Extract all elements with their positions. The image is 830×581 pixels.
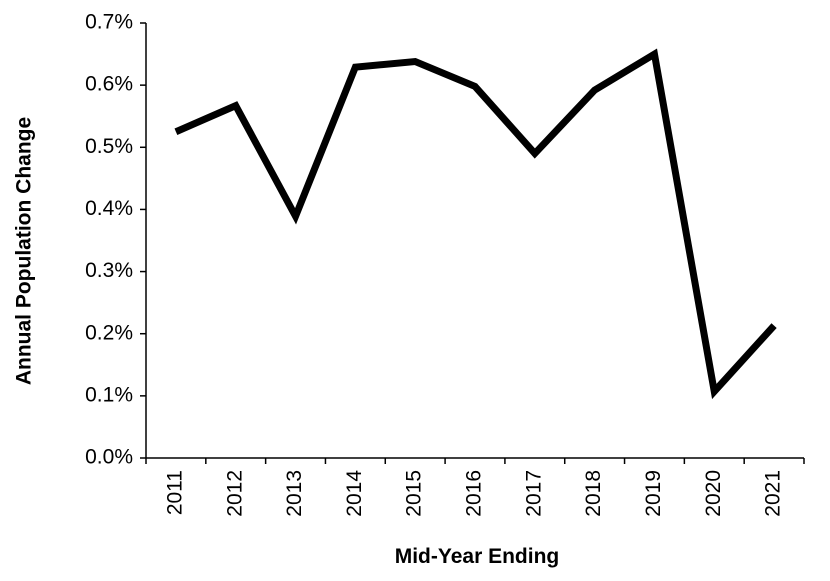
y-tick-label: 0.7%	[85, 11, 133, 34]
y-tick-label: 0.1%	[85, 383, 133, 406]
x-tick-label: 2018	[582, 470, 605, 517]
x-tick-label: 2019	[642, 470, 665, 517]
y-tick-label: 0.2%	[85, 321, 133, 344]
x-tick-label: 2011	[163, 470, 186, 515]
x-tick-label: 2020	[702, 470, 725, 517]
x-tick-label: 2013	[283, 470, 306, 517]
y-tick-label: 0.3%	[85, 259, 133, 282]
x-tick-label: 2015	[403, 470, 426, 517]
y-tick-label: 0.0%	[85, 446, 133, 469]
y-tick-label: 0.4%	[85, 197, 133, 220]
series-line	[174, 48, 777, 400]
series-layer	[174, 48, 777, 400]
x-tick-label: 2017	[522, 470, 545, 517]
x-axis-title: Mid-Year Ending	[395, 545, 560, 568]
y-axis-ticks: 0.0% 0.1% 0.2% 0.3% 0.4% 0.5% 0.6% 0.7%	[85, 11, 146, 469]
x-tick-label: 2012	[223, 470, 246, 517]
x-tick-label: 2016	[463, 470, 486, 517]
y-tick-label: 0.5%	[85, 135, 133, 158]
x-tick-label: 2021	[762, 470, 785, 517]
y-axis-title: Annual Population Change	[13, 117, 36, 385]
x-axis-ticks: 2011 2012 2013 2014 2015 2016 2017 2018 2019 2020…	[145, 458, 805, 517]
y-tick-label: 0.6%	[85, 73, 133, 96]
x-tick-label: 2014	[343, 470, 366, 517]
